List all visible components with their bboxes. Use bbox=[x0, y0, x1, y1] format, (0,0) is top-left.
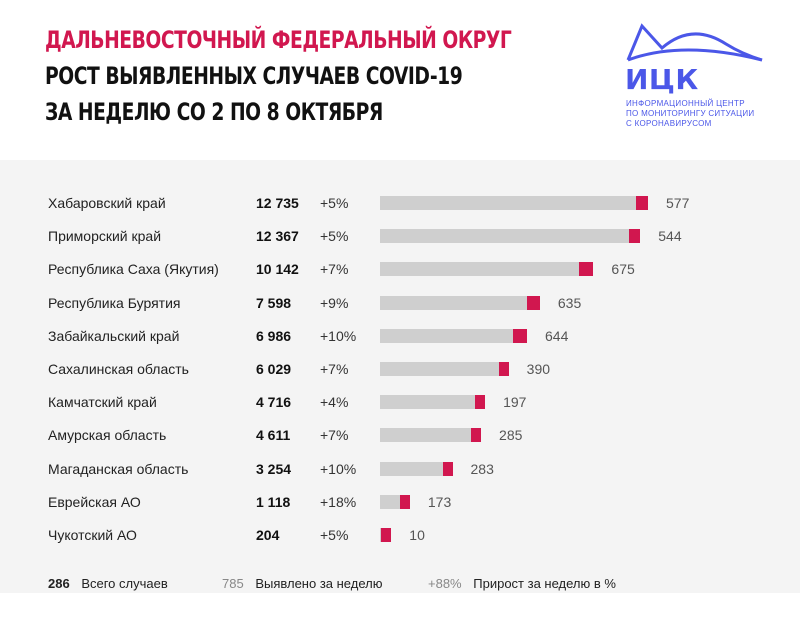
growth-value: +5% bbox=[320, 195, 349, 211]
region-label: Сахалинская область bbox=[48, 361, 189, 377]
growth-value: +5% bbox=[320, 527, 349, 543]
logo-caption-line: ИНФОРМАЦИОННЫЙ ЦЕНТР bbox=[626, 99, 745, 108]
weekly-value: 173 bbox=[427, 493, 452, 510]
bar-previous bbox=[380, 461, 443, 476]
growth-value: +10% bbox=[320, 327, 357, 344]
weekly-value: 635 bbox=[557, 294, 582, 311]
weekly-value: 675 bbox=[611, 261, 635, 278]
bar-previous bbox=[380, 528, 382, 542]
growth-value: +5% bbox=[320, 228, 349, 245]
bar-weekly bbox=[635, 196, 648, 210]
legend-weekly-label: Выявлено за неделю bbox=[255, 576, 383, 591]
bar-weekly bbox=[442, 461, 453, 476]
total-value: 6 986 bbox=[256, 327, 292, 344]
weekly-value: 390 bbox=[526, 361, 551, 377]
title-period: ЗА НЕДЕЛЮ СО 2 ПО 8 ОКТЯБРЯ bbox=[45, 98, 383, 126]
bar-weekly bbox=[498, 362, 509, 376]
legend-total-label: Всего случаев bbox=[81, 576, 168, 591]
bar-weekly bbox=[471, 428, 482, 443]
total-value: 3 254 bbox=[256, 460, 292, 477]
bar-previous bbox=[380, 328, 514, 343]
bar-weekly bbox=[513, 328, 527, 343]
legend-weekly-value: 785 bbox=[222, 576, 244, 591]
legend-total-value: 286 bbox=[48, 576, 70, 591]
title-region: ДАЛЬНЕВОСТОЧНЫЙ ФЕДЕРАЛЬНЫЙ ОКРУГ bbox=[45, 26, 512, 54]
bar-weekly bbox=[526, 295, 540, 310]
region-label: Хабаровский край bbox=[48, 195, 166, 211]
bar-previous bbox=[380, 428, 472, 443]
region-label: Амурская область bbox=[48, 427, 167, 444]
weekly-value: 644 bbox=[545, 327, 569, 344]
legend-growth-value: +88% bbox=[428, 576, 462, 591]
total-value: 4 716 bbox=[256, 394, 292, 411]
bar-previous bbox=[380, 395, 476, 410]
region-label: Республика Бурятия bbox=[48, 294, 181, 311]
region-label: Приморский край bbox=[48, 228, 162, 245]
bar-weekly bbox=[579, 262, 594, 277]
legend-total: 286 Всего случаев bbox=[48, 576, 168, 591]
total-value: 204 bbox=[256, 527, 280, 543]
weekly-value: 544 bbox=[658, 228, 682, 245]
growth-value: +18% bbox=[320, 493, 357, 510]
total-value: 12 367 bbox=[256, 228, 299, 245]
total-value: 6 029 bbox=[256, 361, 292, 377]
growth-value: +7% bbox=[320, 261, 349, 278]
bar-previous bbox=[380, 262, 580, 277]
bar-previous bbox=[380, 295, 527, 310]
growth-value: +10% bbox=[320, 460, 357, 477]
legend-growth: +88% Прирост за неделю в % bbox=[428, 576, 616, 591]
region-label: Еврейская АО bbox=[48, 493, 141, 510]
logo-caption-line: ПО МОНИТОРИНГУ СИТУАЦИИ bbox=[626, 109, 755, 118]
growth-value: +9% bbox=[320, 294, 349, 311]
region-label: Камчатский край bbox=[48, 394, 157, 411]
region-label: Республика Саха (Якутия) bbox=[48, 261, 219, 278]
logo-icon bbox=[626, 23, 763, 62]
total-value: 12 735 bbox=[256, 195, 299, 211]
bar-previous bbox=[380, 494, 400, 509]
total-value: 7 598 bbox=[256, 294, 292, 311]
weekly-value: 10 bbox=[409, 527, 425, 543]
bar-weekly bbox=[381, 528, 392, 542]
growth-value: +7% bbox=[320, 427, 349, 444]
weekly-value: 577 bbox=[666, 195, 690, 211]
bar-previous bbox=[380, 362, 499, 376]
region-label: Магаданская область bbox=[48, 460, 189, 477]
weekly-value: 197 bbox=[503, 394, 527, 411]
region-label: Забайкальский край bbox=[48, 327, 180, 344]
total-value: 4 611 bbox=[256, 427, 291, 444]
total-value: 10 142 bbox=[256, 261, 299, 278]
bar-previous bbox=[380, 229, 629, 244]
weekly-value: 285 bbox=[499, 427, 523, 444]
growth-value: +4% bbox=[320, 394, 349, 411]
bar-weekly bbox=[475, 395, 486, 410]
logo-name: ИЦК bbox=[625, 63, 699, 96]
bar-weekly bbox=[399, 494, 410, 509]
logo-caption-line: С КОРОНАВИРУСОМ bbox=[626, 119, 712, 128]
legend-weekly: 785 Выявлено за неделю bbox=[222, 576, 382, 591]
bar-weekly bbox=[628, 229, 641, 244]
bar-previous bbox=[380, 196, 636, 210]
growth-value: +7% bbox=[320, 361, 349, 377]
weekly-value: 283 bbox=[470, 460, 494, 477]
total-value: 1 118 bbox=[256, 493, 291, 510]
title-main: РОСТ ВЫЯВЛЕННЫХ СЛУЧАЕВ COVID-19 bbox=[45, 62, 463, 90]
region-label: Чукотский АО bbox=[48, 527, 137, 543]
legend-growth-label: Прирост за неделю в % bbox=[473, 576, 616, 591]
logo-caption: ИНФОРМАЦИОННЫЙ ЦЕНТР ПО МОНИТОРИНГУ СИТУ… bbox=[626, 99, 786, 129]
